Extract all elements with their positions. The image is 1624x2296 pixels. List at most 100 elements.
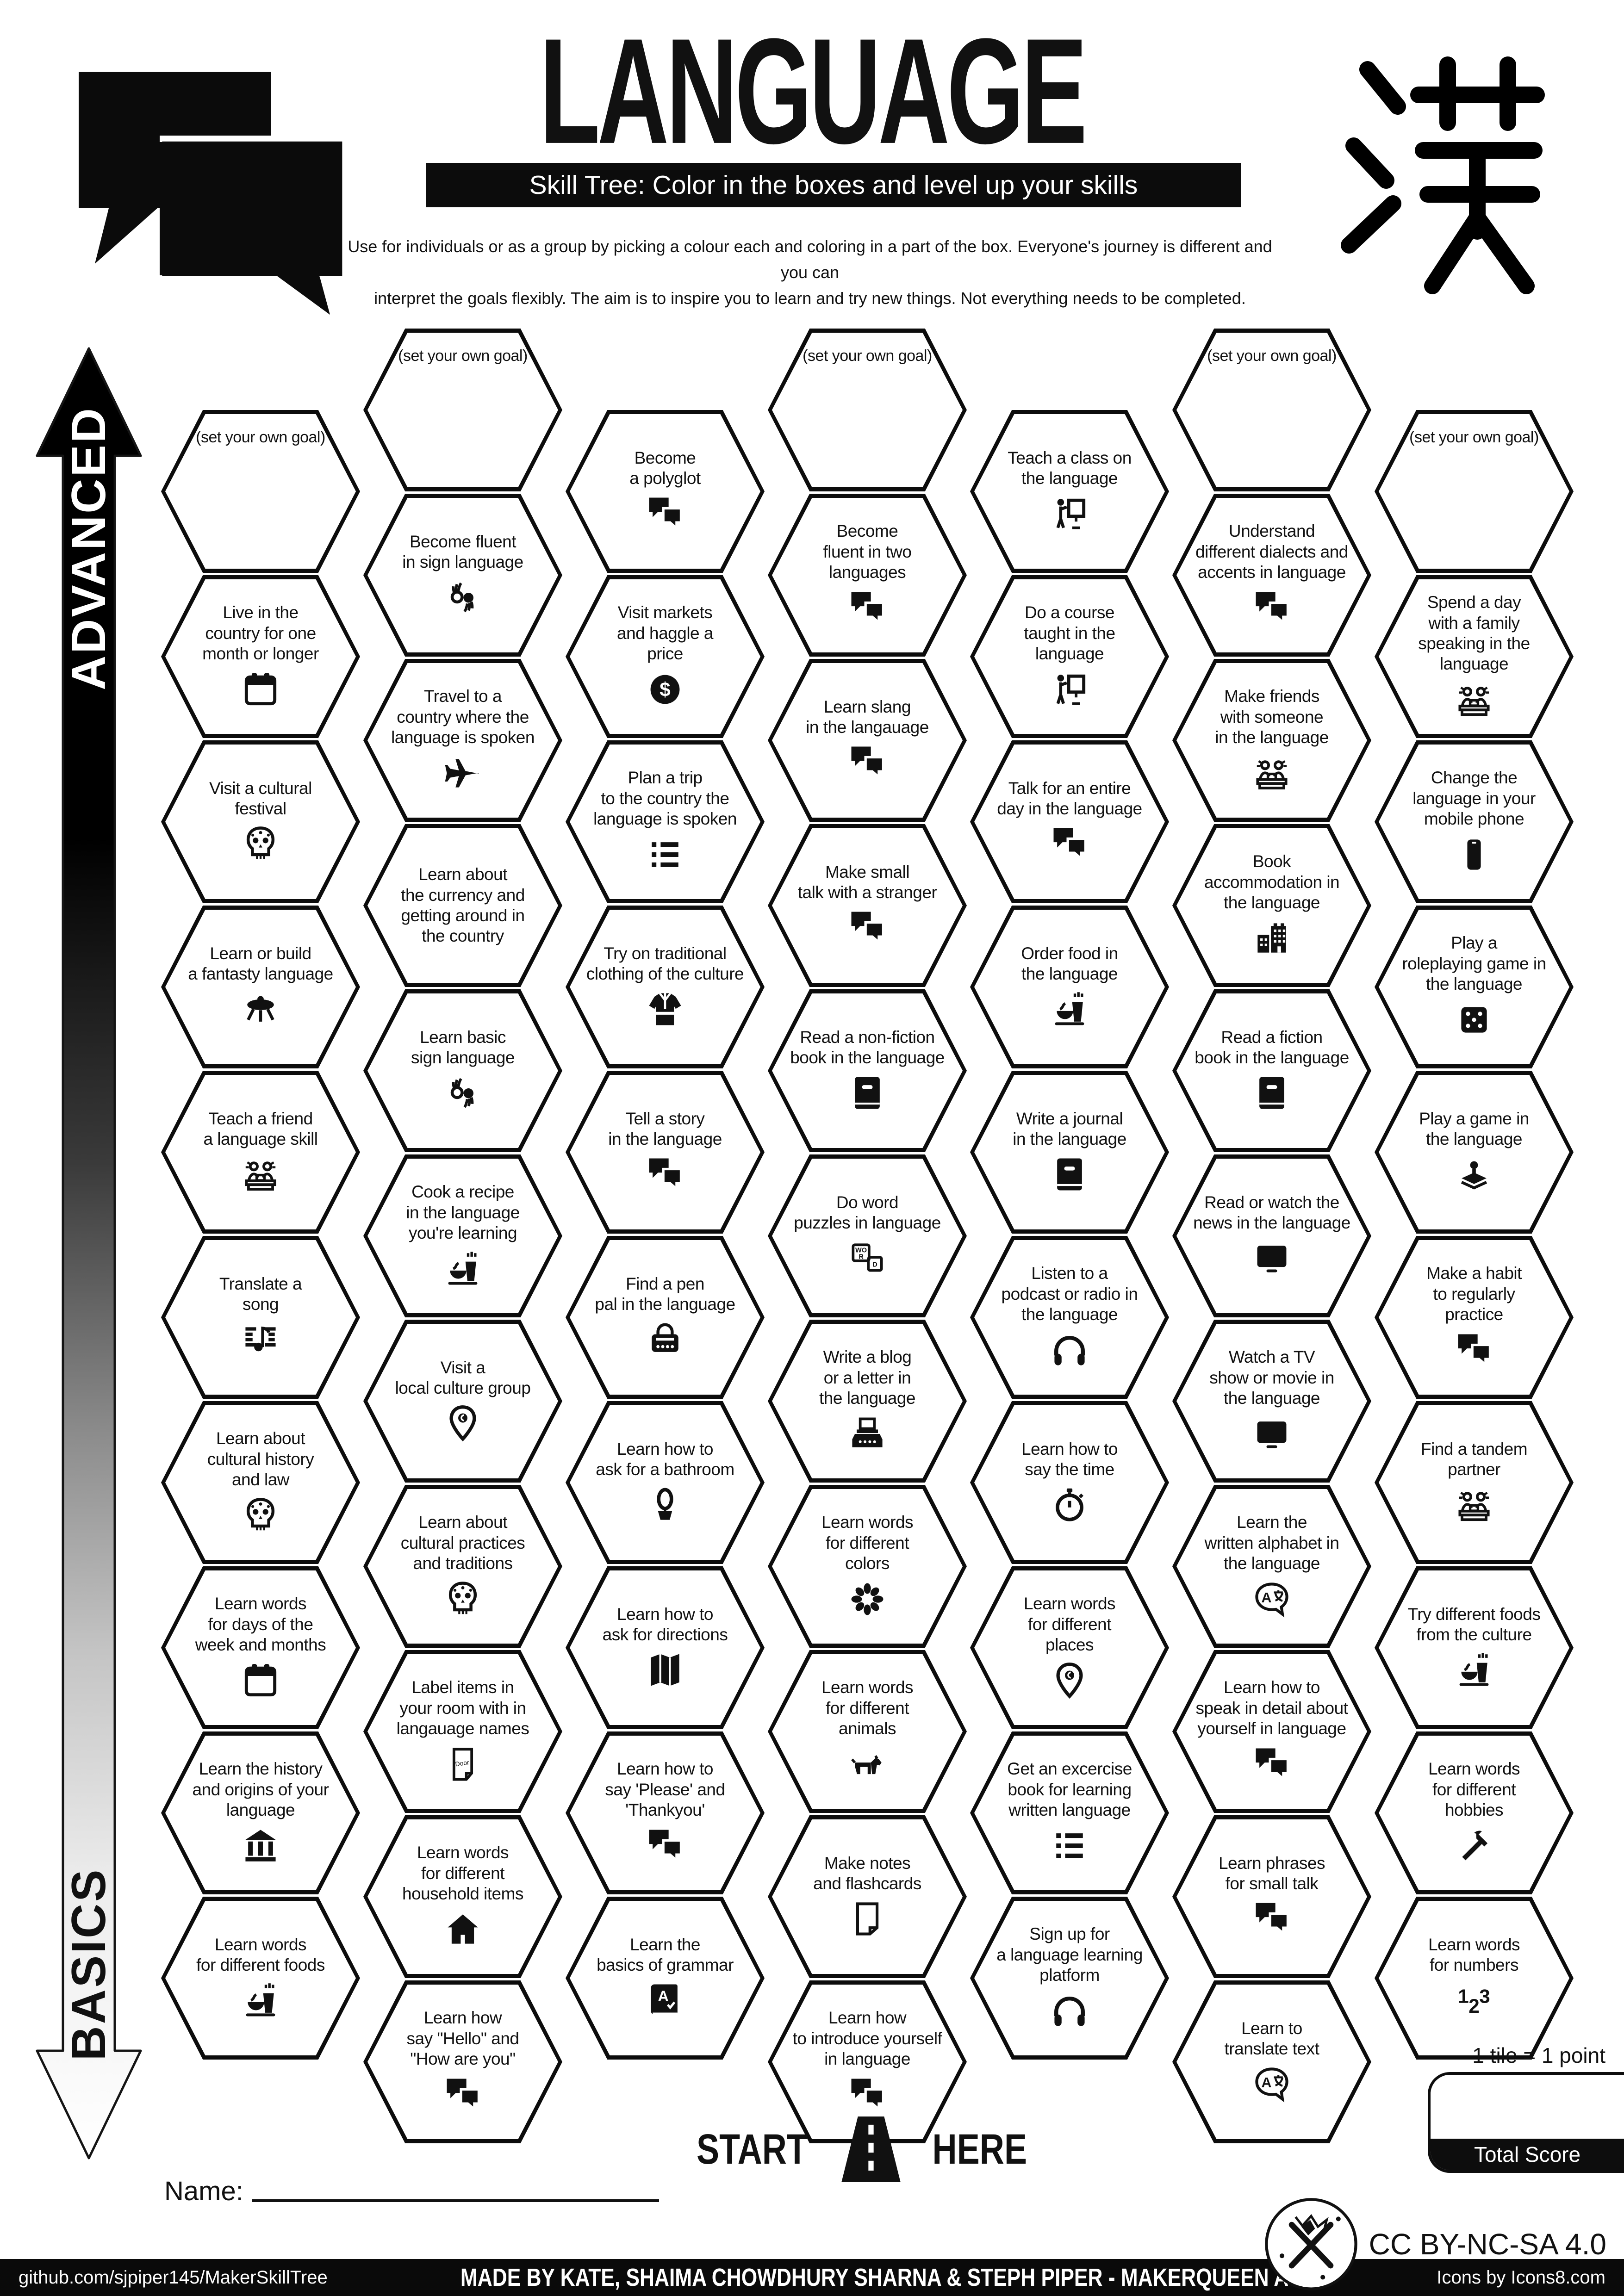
food-icon [239, 1979, 282, 2022]
hex-tile[interactable]: Learn how say "Hello" and "How are you" [363, 1980, 562, 2143]
hex-goal-tile[interactable]: (set your own goal) [161, 410, 360, 573]
hex-inner: Understand different dialects and accent… [1176, 498, 1367, 652]
hex-tile[interactable]: Get an excercise book for learning writt… [970, 1731, 1169, 1894]
hex-tile[interactable]: Learn how to say 'Please' and 'Thankyou' [566, 1731, 765, 1894]
hex-tile[interactable]: Learn how to ask for a bathroom [566, 1401, 765, 1564]
hex-tile[interactable]: Try different foods from the culture [1375, 1566, 1574, 1729]
hex-tile[interactable]: Learn words for different foods [161, 1897, 360, 2060]
hex-tile[interactable]: Make small talk with a stranger [768, 824, 967, 987]
hex-tile[interactable]: Make a habit to regularly practice [1375, 1236, 1574, 1399]
hex-tile[interactable]: Plan a trip to the country the language … [566, 740, 765, 903]
hex-tile[interactable]: Learn or build a fantasty language [161, 906, 360, 1068]
hex-tile[interactable]: Become fluent in sign language [363, 494, 562, 657]
hex-tile[interactable]: Teach a friend a language skill [161, 1071, 360, 1234]
hex-tile[interactable]: Learn the history and origins of your la… [161, 1731, 360, 1894]
hex-inner: Learn the basics of grammar [570, 1901, 760, 2055]
hex-tile[interactable]: Learn basic sign language [363, 989, 562, 1152]
score-write-in-area[interactable] [1431, 2075, 1624, 2139]
hex-tile[interactable]: Learn how to ask for directions [566, 1566, 765, 1729]
hex-tile[interactable]: Understand different dialects and accent… [1172, 494, 1371, 657]
hex-tile[interactable]: Read a fiction book in the language [1172, 989, 1371, 1152]
hex-label: Learn words for different places [1023, 1594, 1116, 1655]
hex-tile[interactable]: Translate a song [161, 1236, 360, 1399]
hex-tile[interactable]: Sign up for a language learning platform [970, 1897, 1169, 2060]
name-input-line[interactable] [251, 2199, 659, 2202]
hex-tile[interactable]: Learn about the currency and getting aro… [363, 824, 562, 987]
hex-label: Learn words for different animals [821, 1678, 914, 1738]
hex-tile[interactable]: Learn words for different colors [768, 1485, 967, 1648]
food-icon [442, 1247, 484, 1290]
hex-tile[interactable]: Change the language in your mobile phone [1375, 740, 1574, 903]
hex-label: Play a game in the language [1419, 1109, 1529, 1148]
hex-inner: Travel to a country where the language i… [367, 663, 558, 818]
hex-tile[interactable]: Do a course taught in the language [970, 575, 1169, 738]
hex-inner: (set your own goal) [1379, 414, 1569, 569]
hex-tile[interactable]: Make notes and flashcards [768, 1815, 967, 1978]
hex-tile[interactable]: Learn how to introduce yourself in langu… [768, 1980, 967, 2143]
hex-tile[interactable]: Play a game in the language [1375, 1071, 1574, 1234]
hex-inner: Become fluent in two languages [772, 498, 963, 652]
hex-tile[interactable]: Find a pen pal in the language [566, 1236, 765, 1399]
hex-tile[interactable]: Learn words for different hobbies [1375, 1731, 1574, 1894]
hex-tile[interactable]: Learn about cultural practices and tradi… [363, 1485, 562, 1648]
kimono-icon [644, 988, 686, 1030]
hex-tile[interactable]: Listen to a podcast or radio in the lang… [970, 1236, 1169, 1399]
hex-tile[interactable]: Visit markets and haggle a price [566, 575, 765, 738]
hex-inner: Listen to a podcast or radio in the lang… [974, 1240, 1165, 1395]
hex-tile[interactable]: Learn about cultural history and law [161, 1401, 360, 1564]
total-score-box: Total Score [1428, 2072, 1624, 2173]
hex-tile[interactable]: Become fluent in two languages [768, 494, 967, 657]
headphones-icon [1048, 1329, 1091, 1371]
hex-goal-tile[interactable]: (set your own goal) [1375, 410, 1574, 573]
footer-repo-link[interactable]: github.com/sjpiper145/MakerSkillTree [19, 2267, 328, 2288]
hex-tile[interactable]: Learn how to speak in detail about yours… [1172, 1650, 1371, 1813]
hex-tile[interactable]: Learn words for different places [970, 1566, 1169, 1729]
hex-tile[interactable]: Learn how to say the time [970, 1401, 1169, 1564]
hex-tile[interactable]: Make friends with someone in the languag… [1172, 659, 1371, 822]
hex-tile[interactable]: Do word puzzles in language [768, 1154, 967, 1317]
hex-tile[interactable]: Read a non-fiction book in the language [768, 989, 967, 1152]
hex-tile[interactable]: Learn words for different household item… [363, 1815, 562, 1978]
hex-tile[interactable]: Cook a recipe in the language you're lea… [363, 1154, 562, 1317]
hex-tile[interactable]: Tell a story in the language [566, 1071, 765, 1234]
hex-tile[interactable]: Travel to a country where the language i… [363, 659, 562, 822]
translate-bubble-icon [1251, 2063, 1293, 2105]
hex-tile[interactable]: Learn to translate text [1172, 1980, 1371, 2143]
footer-icons-credit[interactable]: Icons by Icons8.com [1437, 2267, 1605, 2288]
hex-inner: Learn words for different animals [772, 1654, 963, 1809]
hex-tile[interactable]: Talk for an entire day in the language [970, 740, 1169, 903]
hex-tile[interactable]: Learn the basics of grammar [566, 1897, 765, 2060]
hex-tile[interactable]: Learn words for different animals [768, 1650, 967, 1813]
hex-tile[interactable]: Teach a class on the language [970, 410, 1169, 573]
hex-tile[interactable]: Learn slang in the langauage [768, 659, 967, 822]
hex-tile[interactable]: Find a tandem partner [1375, 1401, 1574, 1564]
hex-tile[interactable]: Label items in your room with in langaua… [363, 1650, 562, 1813]
hex-tile[interactable]: Learn words for numbers [1375, 1897, 1574, 2060]
hex-tile[interactable]: Write a journal in the language [970, 1071, 1169, 1234]
hex-tile[interactable]: Spend a day with a family speaking in th… [1375, 575, 1574, 738]
color-wheel-icon [846, 1578, 889, 1620]
hex-tile[interactable]: Read or watch the news in the language [1172, 1154, 1371, 1317]
hex-goal-tile[interactable]: (set your own goal) [363, 329, 562, 491]
hex-tile[interactable]: Visit a cultural festival [161, 740, 360, 903]
hex-label: Make a habit to regularly practice [1426, 1264, 1522, 1324]
hex-tile[interactable]: Become a polyglot [566, 410, 765, 573]
hex-goal-tile[interactable]: (set your own goal) [768, 329, 967, 491]
hex-tile[interactable]: Play a roleplaying game in the language [1375, 906, 1574, 1068]
hex-tile[interactable]: Visit a local culture group [363, 1320, 562, 1483]
hex-tile[interactable]: Live in the country for one month or lon… [161, 575, 360, 738]
hex-tile[interactable]: Book accommodation in the language [1172, 824, 1371, 987]
hex-label: Learn basic sign language [411, 1027, 515, 1067]
hex-tile[interactable]: Learn the written alphabet in the langua… [1172, 1485, 1371, 1648]
hex-tile[interactable]: Watch a TV show or movie in the language [1172, 1320, 1371, 1483]
hex-tile[interactable]: Write a blog or a letter in the language [768, 1320, 967, 1483]
hex-label: Find a pen pal in the language [595, 1274, 735, 1314]
hex-tile[interactable]: Order food in the language [970, 906, 1169, 1068]
hex-tile[interactable]: Learn phrases for small talk [1172, 1815, 1371, 1978]
hex-inner: Learn how to speak in detail about yours… [1176, 1654, 1367, 1809]
hex-goal-tile[interactable]: (set your own goal) [1172, 329, 1371, 491]
hex-tile[interactable]: Learn words for days of the week and mon… [161, 1566, 360, 1729]
hex-tile[interactable]: Try on traditional clothing of the cultu… [566, 906, 765, 1068]
hex-label: Play a roleplaying game in the language [1402, 933, 1546, 994]
museum-icon [239, 1824, 282, 1867]
